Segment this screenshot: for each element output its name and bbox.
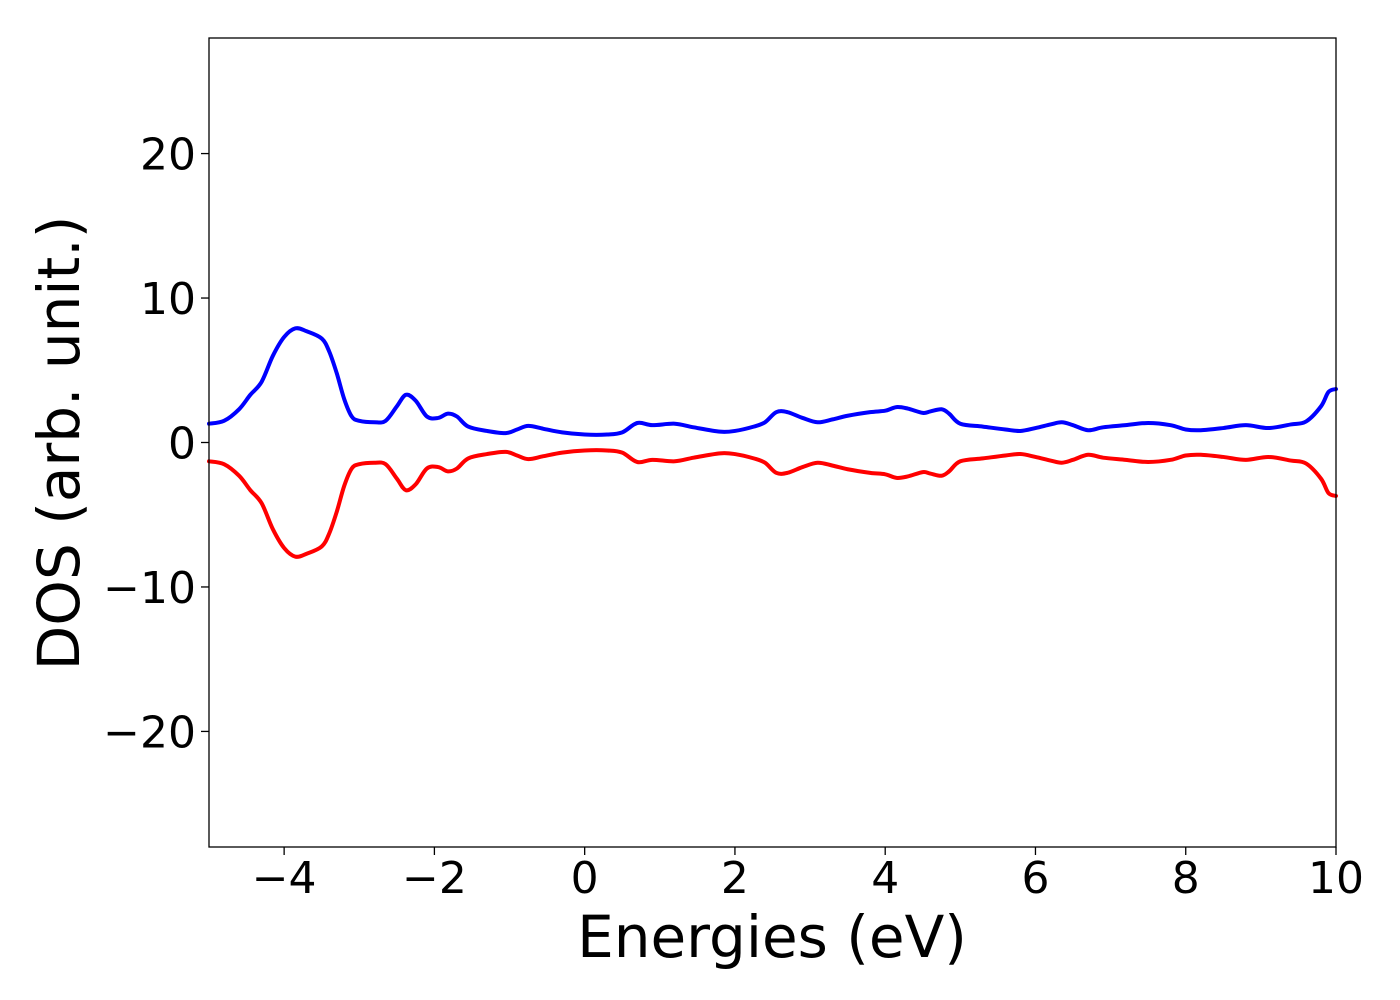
series-layer	[207, 326, 1338, 559]
y-tick-label: 0	[168, 419, 196, 470]
x-axis-ticks: −4 −2 0 2 4 6 8 10	[252, 847, 1364, 904]
x-tick-label: 8	[1172, 853, 1200, 904]
y-axis-label: DOS (arb. unit.)	[25, 216, 93, 671]
y-tick-label: 10	[140, 274, 196, 325]
series-line-2	[207, 448, 1338, 559]
y-tick-label: −10	[103, 563, 196, 614]
x-tick-label: 2	[721, 853, 749, 904]
x-tick-label: 6	[1021, 853, 1049, 904]
x-axis-label: Energies (eV)	[577, 903, 967, 971]
y-tick-label: 20	[140, 130, 196, 181]
x-tick-label: 0	[571, 853, 599, 904]
x-tick-label: −4	[252, 853, 317, 904]
x-tick-label: 4	[871, 853, 899, 904]
series-line-1	[207, 326, 1338, 437]
y-axis-ticks: −20 −10 0 10 20	[103, 130, 209, 758]
x-tick-label: 10	[1308, 853, 1364, 904]
y-tick-label: −20	[103, 707, 196, 758]
x-tick-label: −2	[402, 853, 467, 904]
